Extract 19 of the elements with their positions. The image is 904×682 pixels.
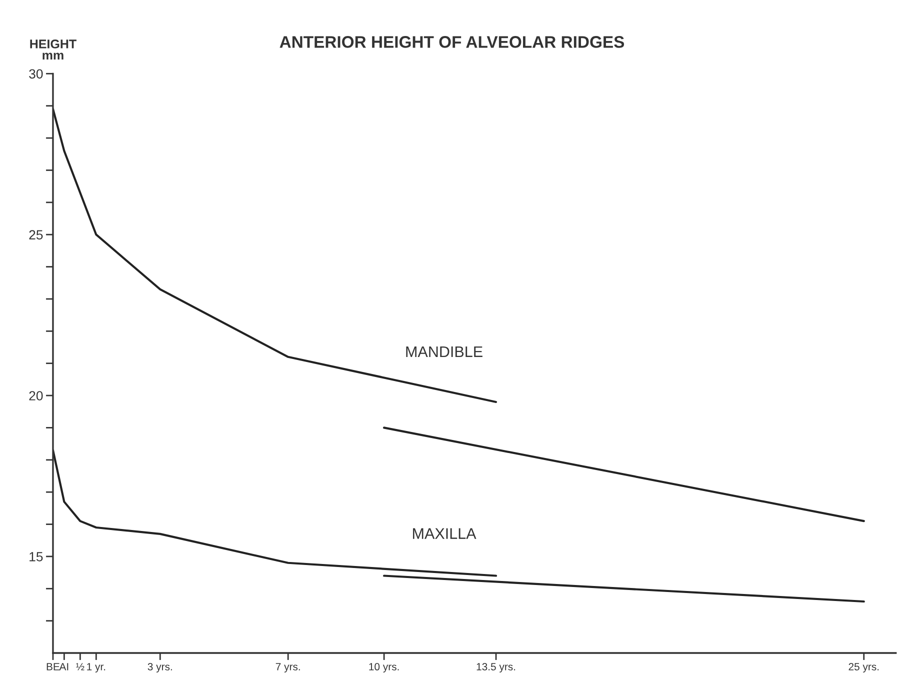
x-tick-label: 3 yrs. <box>148 663 172 672</box>
series-label: MANDIBLE <box>406 346 482 357</box>
x-tick-label: AI <box>59 663 68 670</box>
y-tick-label: 30 <box>29 69 43 79</box>
line-series <box>52 108 498 404</box>
x-tick-label: ½ <box>76 663 84 670</box>
x-tick-label: 13.5 yrs. <box>476 663 516 672</box>
x-tick-label: 1 yr. <box>87 663 106 672</box>
x-tick-label: 10 yrs. <box>369 663 399 672</box>
y-axis-title: HEIGHT mm <box>30 40 76 60</box>
text: MAXILLA <box>413 528 476 539</box>
x-tick-label: 25 yrs. <box>848 663 879 672</box>
line-series <box>52 449 498 577</box>
y-tick-label: 25 <box>29 230 43 240</box>
x-tick-label: BE <box>46 663 60 670</box>
y-tick-label: 20 <box>29 391 43 400</box>
x-tick-label: 7 yrs. <box>276 663 300 672</box>
y-tick-label: 15 <box>30 552 43 562</box>
chart-title: ANTERIOR HEIGHT OF ALVEOLAR RIDGES <box>280 36 624 48</box>
